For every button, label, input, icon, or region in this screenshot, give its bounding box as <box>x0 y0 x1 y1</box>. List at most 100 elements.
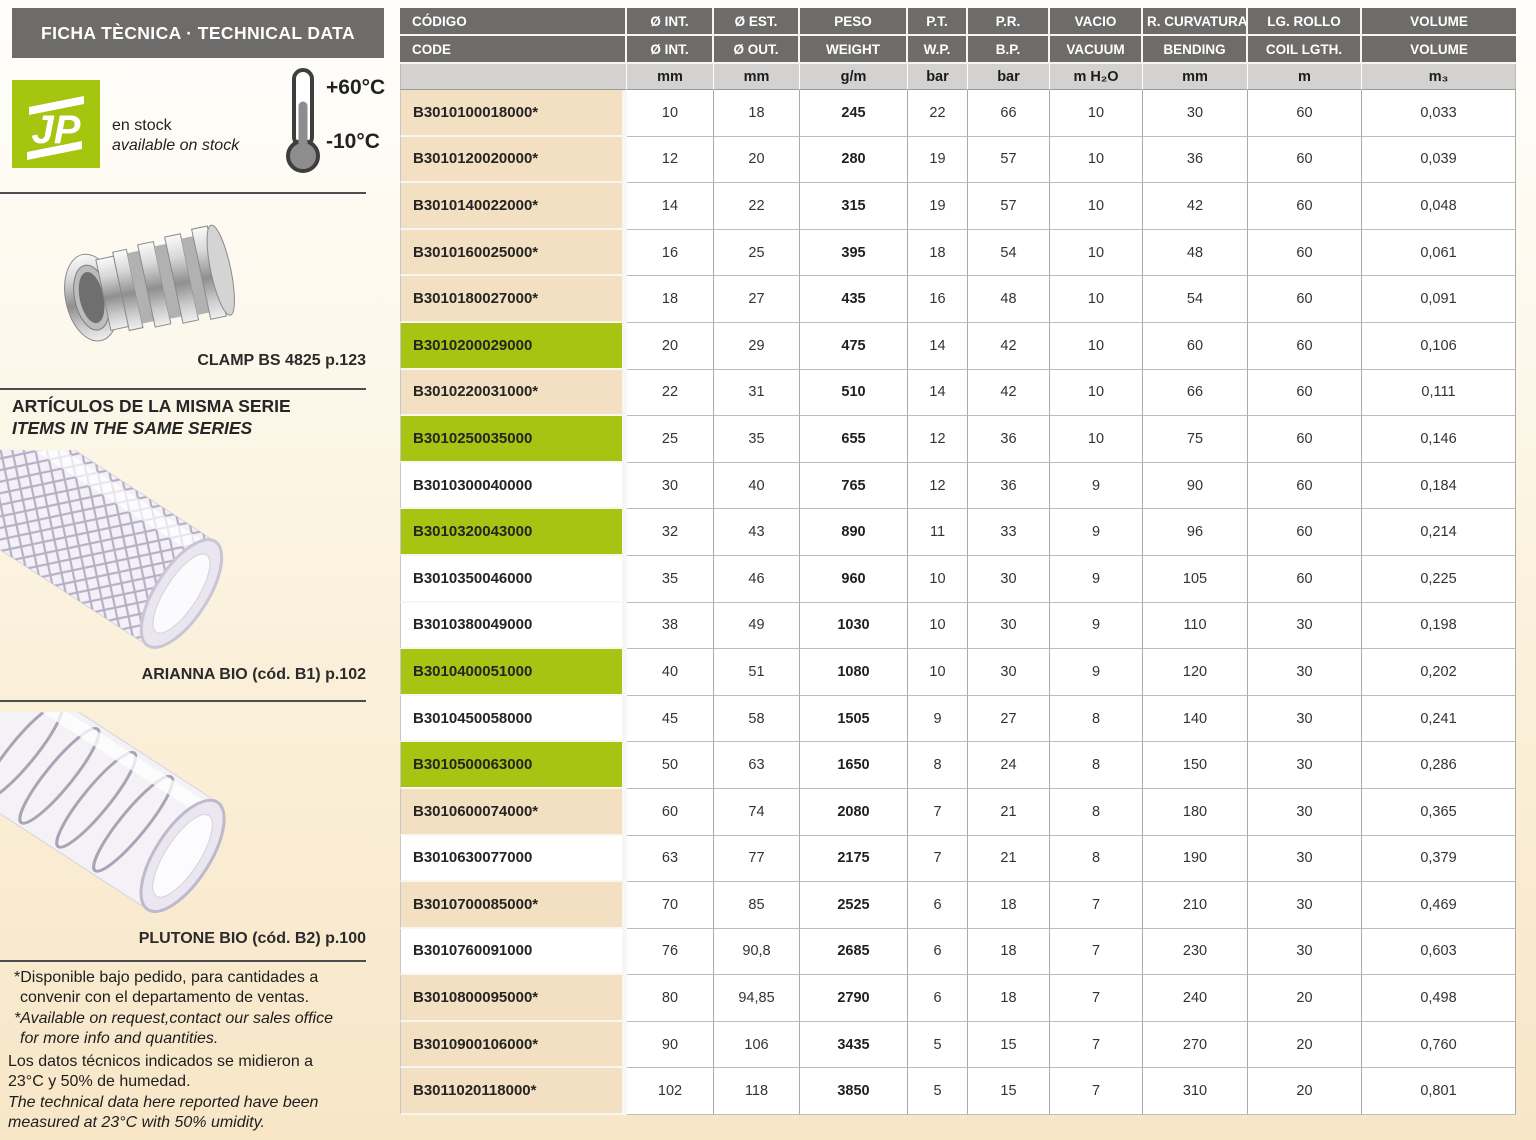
value-cell: 36 <box>1143 136 1248 184</box>
value-cell: 30 <box>1248 602 1362 650</box>
value-cell: 30 <box>968 649 1050 696</box>
stock-text-en: available on stock <box>112 137 240 154</box>
code-cell: B3010300040000 <box>400 462 627 510</box>
code-cell: B3010900106000* <box>400 1021 627 1069</box>
stock-availability: en stock available on stock <box>112 116 239 156</box>
column-header: VOLUME <box>1362 8 1516 36</box>
value-cell: 58 <box>714 695 800 743</box>
value-cell: 32 <box>627 509 714 556</box>
value-cell: 5 <box>908 1068 968 1116</box>
value-cell: 180 <box>1143 788 1248 836</box>
value-cell: 510 <box>800 369 908 417</box>
column-header: P.R. <box>968 8 1050 36</box>
value-cell: 315 <box>800 183 908 230</box>
value-cell: 7 <box>1050 1068 1143 1116</box>
table-row: B3010180027000* 18 27 435 16 48 10 54 60 0,091 <box>400 276 1516 323</box>
value-cell: 6 <box>908 928 968 976</box>
value-cell: 36 <box>968 462 1050 510</box>
unit-cell: mm <box>1143 64 1248 90</box>
code-cell: B3010400051000 <box>400 649 627 696</box>
value-cell: 60 <box>1248 509 1362 556</box>
value-cell: 9 <box>1050 602 1143 650</box>
value-cell: 0,365 <box>1362 788 1516 836</box>
value-cell: 43 <box>714 509 800 556</box>
table-row: B3010760091000 76 90,8 2685 6 18 7 230 30 0,603 <box>400 928 1516 976</box>
divider <box>0 192 366 194</box>
series-heading: ARTÍCULOS DE LA MISMA SERIE ITEMS IN THE… <box>12 396 291 440</box>
value-cell: 0,469 <box>1362 882 1516 929</box>
value-cell: 0,111 <box>1362 369 1516 417</box>
temperature-min: -10°C <box>326 130 380 153</box>
value-cell: 0,603 <box>1362 928 1516 976</box>
value-cell: 16 <box>627 229 714 277</box>
plutone-bio-hose-image <box>0 712 226 914</box>
value-cell: 110 <box>1143 602 1248 650</box>
value-cell: 40 <box>627 649 714 696</box>
value-cell: 90 <box>627 1021 714 1069</box>
value-cell: 0,379 <box>1362 835 1516 883</box>
value-cell: 30 <box>627 462 714 510</box>
footnote-availability: *Disponible bajo pedido, para cantidades… <box>8 968 348 1050</box>
value-cell: 0,241 <box>1362 695 1516 743</box>
value-cell: 10 <box>908 555 968 603</box>
value-cell: 9 <box>908 695 968 743</box>
value-cell: 30 <box>968 602 1050 650</box>
value-cell: 0,498 <box>1362 975 1516 1022</box>
value-cell: 10 <box>1050 90 1143 137</box>
sidebar: FICHA TÈCNICA · TECHNICAL DATA JP en sto… <box>0 0 400 1140</box>
unit-cell: g/m <box>800 64 908 90</box>
value-cell: 60 <box>1143 322 1248 370</box>
value-cell: 35 <box>627 555 714 603</box>
value-cell: 25 <box>627 416 714 463</box>
value-cell: 9 <box>1050 555 1143 603</box>
footnote-measurement: Los datos técnicos indicados se midieron… <box>8 1052 348 1134</box>
header-row-en: CODE Ø INT. Ø OUT. WEIGHT W.P. B.P. VACUUM BEND… <box>400 36 1516 64</box>
column-header: R. CURVATURA <box>1143 8 1248 36</box>
value-cell: 30 <box>1248 788 1362 836</box>
value-cell: 8 <box>1050 835 1143 883</box>
unit-cell: m H₂O <box>1050 64 1143 90</box>
arianna-caption: ARIANNA BIO (cód. B1) p.102 <box>141 666 366 683</box>
column-header: Ø OUT. <box>714 36 800 64</box>
value-cell: 33 <box>968 509 1050 556</box>
column-header: B.P. <box>968 36 1050 64</box>
page-title: FICHA TÈCNICA · TECHNICAL DATA <box>12 8 384 58</box>
table-row: B3010160025000* 16 25 395 18 54 10 48 60 0,061 <box>400 229 1516 277</box>
table-row: B3010380049000 38 49 1030 10 30 9 110 30 0,198 <box>400 602 1516 650</box>
value-cell: 30 <box>968 555 1050 603</box>
table-row: B3010700085000* 70 85 2525 6 18 7 210 30 0,469 <box>400 882 1516 929</box>
temperature-max: +60°C <box>326 76 386 99</box>
value-cell: 22 <box>627 369 714 417</box>
code-cell: B3010600074000* <box>400 788 627 836</box>
divider <box>0 388 366 390</box>
column-header: WEIGHT <box>800 36 908 64</box>
value-cell: 10 <box>1050 229 1143 277</box>
value-cell: 7 <box>1050 1021 1143 1069</box>
value-cell: 6 <box>908 975 968 1022</box>
value-cell: 0,106 <box>1362 322 1516 370</box>
value-cell: 1030 <box>800 602 908 650</box>
value-cell: 20 <box>1248 1021 1362 1069</box>
value-cell: 18 <box>908 229 968 277</box>
value-cell: 8 <box>1050 695 1143 743</box>
unit-cell: mm <box>627 64 714 90</box>
plutone-caption: PLUTONE BIO (cód. B2) p.100 <box>138 930 366 947</box>
value-cell: 7 <box>908 788 968 836</box>
value-cell: 38 <box>627 602 714 650</box>
column-header: CÓDIGO <box>400 8 627 36</box>
value-cell: 30 <box>1248 835 1362 883</box>
column-header: VACUUM <box>1050 36 1143 64</box>
code-cell: B3010250035000 <box>400 416 627 463</box>
table-row: B3010120020000* 12 20 280 19 57 10 36 60 0,039 <box>400 136 1516 184</box>
unit-cell: m <box>1248 64 1362 90</box>
value-cell: 12 <box>908 416 968 463</box>
clamp-fitting-image <box>64 224 235 342</box>
value-cell: 18 <box>968 928 1050 976</box>
value-cell: 60 <box>1248 90 1362 137</box>
stock-text-es: en stock <box>112 117 172 134</box>
value-cell: 31 <box>714 369 800 417</box>
value-cell: 12 <box>627 136 714 184</box>
value-cell: 57 <box>968 136 1050 184</box>
value-cell: 5 <box>908 1021 968 1069</box>
value-cell: 2175 <box>800 835 908 883</box>
